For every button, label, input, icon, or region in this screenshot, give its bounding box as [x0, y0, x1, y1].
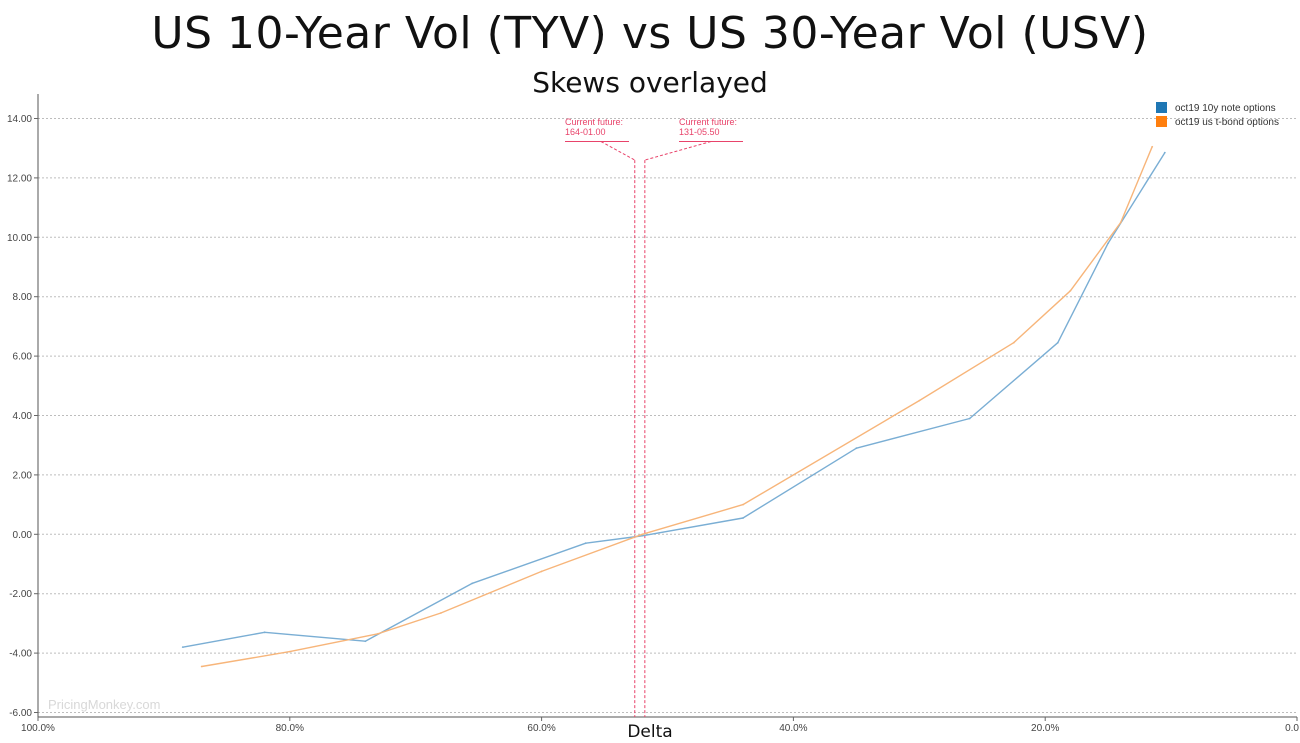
y-tick-label: -4.00 — [9, 649, 32, 660]
legend: oct19 10y note options oct19 us t-bond op… — [1156, 102, 1279, 128]
series-line-1 — [201, 146, 1153, 668]
series-0-point — [742, 517, 744, 519]
x-tick-label: 100.0% — [21, 723, 55, 734]
axes — [37, 94, 1297, 718]
legend-swatch — [1156, 102, 1167, 113]
series-0-point — [641, 534, 644, 537]
y-tick-label: 8.00 — [13, 292, 33, 303]
y-axis-ticks: 14.00 12.00 10.00 8.00 6.00 4.00 2.00 0.00 -2.00… — [7, 114, 38, 719]
y-tick-label: 14.00 — [7, 114, 32, 125]
series-1-point — [540, 570, 543, 573]
series-0-point — [968, 417, 971, 420]
x-tick-label: 60.0% — [527, 723, 555, 734]
future-label-value: 131-05.50 — [679, 127, 720, 137]
x-tick-label: 20.0% — [1031, 723, 1059, 734]
series-0-point — [1056, 341, 1059, 344]
y-tick-label: 2.00 — [13, 470, 33, 481]
x-tick-label: 40.0% — [779, 723, 807, 734]
watermark: PricingMonkey.com — [48, 697, 160, 712]
chart-subtitle: Skews overlayed — [532, 66, 768, 99]
series-1-point — [918, 399, 921, 402]
series-1-point — [641, 533, 644, 536]
future-label-value: 164-01.00 — [565, 127, 606, 137]
series-lines — [181, 145, 1166, 668]
future-label-title: Current future: — [679, 117, 737, 127]
series-1-point — [1012, 341, 1015, 344]
legend-swatch — [1156, 116, 1167, 127]
x-axis-ticks: 100.0% 80.0% 60.0% 40.0% 20.0% 0.0 — [21, 717, 1299, 734]
x-axis-label: Delta — [627, 722, 672, 742]
series-1-point — [1151, 145, 1154, 148]
series-1-point — [742, 503, 744, 506]
future-leader-line — [600, 141, 636, 161]
series-0-point — [181, 646, 184, 649]
y-tick-label: 12.00 — [7, 173, 32, 184]
y-tick-label: 6.00 — [13, 352, 33, 363]
series-0-point — [1107, 242, 1110, 245]
y-tick-label: 0.00 — [13, 530, 33, 541]
future-leader-line — [644, 141, 712, 161]
series-0-point — [364, 640, 367, 643]
grid-lines — [38, 118, 1297, 713]
series-0-point — [263, 631, 266, 634]
series-0-point — [1163, 151, 1166, 154]
series-1-point — [439, 612, 442, 614]
series-line-0 — [182, 152, 1166, 648]
future-label-title: Current future: — [565, 117, 623, 127]
series-1-point — [1119, 221, 1122, 224]
series-0-point — [584, 542, 587, 545]
y-tick-label: -2.00 — [9, 589, 32, 600]
series-1-point — [1069, 289, 1072, 292]
series-0-point — [471, 582, 474, 585]
chart-title: US 10-Year Vol (TYV) vs US 30-Year Vol (… — [151, 8, 1149, 59]
series-1-point — [200, 665, 203, 668]
series-1-point — [288, 650, 291, 653]
series-0-point — [855, 447, 858, 450]
series-1-point — [377, 632, 379, 635]
x-tick-label: 0.0 — [1285, 723, 1299, 734]
y-tick-label: 4.00 — [13, 411, 33, 422]
y-tick-label: 10.00 — [7, 233, 32, 244]
legend-label: oct19 us t-bond options — [1175, 117, 1279, 128]
x-tick-label: 80.0% — [276, 723, 304, 734]
y-tick-label: -6.00 — [9, 708, 32, 719]
legend-label: oct19 10y note options — [1175, 103, 1276, 114]
